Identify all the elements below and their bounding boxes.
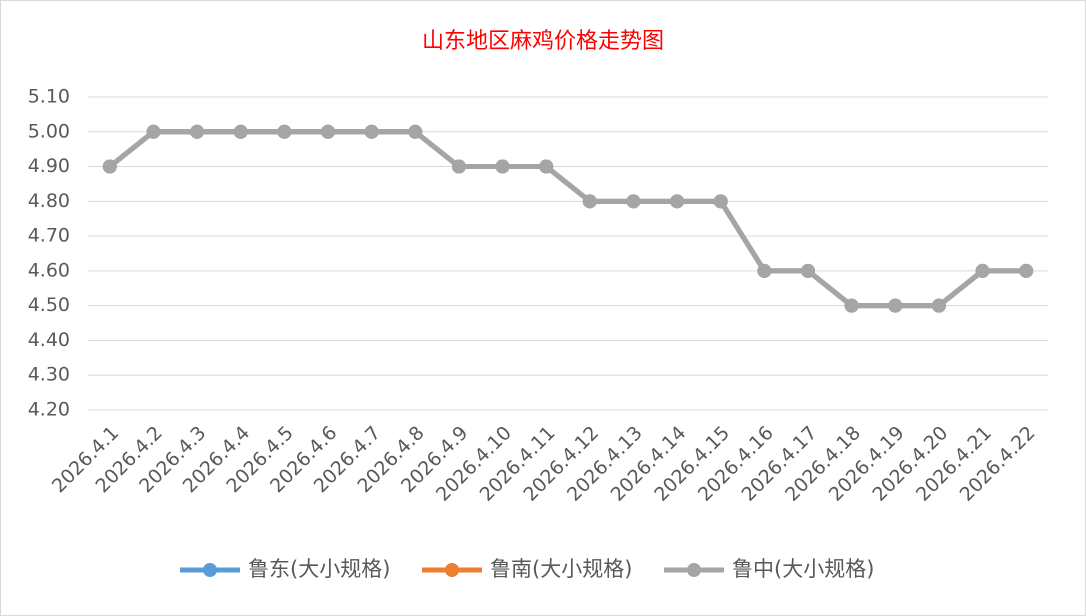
legend-label: 鲁东(大小规格): [248, 557, 390, 581]
legend-label: 鲁中(大小规格): [732, 557, 874, 581]
data-point: [975, 263, 990, 278]
data-point: [190, 124, 205, 139]
legend-label: 鲁南(大小规格): [490, 557, 632, 581]
y-tick-label: 4.80: [28, 190, 70, 212]
legend-marker: [687, 563, 701, 577]
data-point: [539, 159, 554, 174]
data-point: [713, 194, 728, 209]
series-line: [108, 129, 1027, 309]
data-point: [888, 298, 903, 313]
data-point: [931, 298, 946, 313]
data-point: [1019, 263, 1034, 278]
y-tick-label: 4.60: [28, 259, 70, 281]
data-point: [451, 159, 466, 174]
data-point: [844, 298, 859, 313]
legend-item: 鲁东(大小规格): [180, 557, 390, 581]
y-tick-label: 5.10: [28, 86, 70, 108]
legend-marker: [445, 563, 459, 577]
y-tick-label: 4.70: [28, 225, 70, 247]
y-tick-label: 5.00: [28, 120, 70, 142]
legend-item: 鲁南(大小规格): [422, 557, 632, 581]
data-point: [364, 124, 379, 139]
data-point: [626, 194, 641, 209]
data-point: [408, 124, 423, 139]
data-point: [582, 194, 597, 209]
legend-item: 鲁中(大小规格): [664, 557, 874, 581]
data-point: [321, 124, 335, 139]
data-point: [146, 124, 161, 139]
y-tick-label: 4.30: [28, 364, 70, 386]
y-tick-label: 4.40: [28, 329, 70, 351]
y-tick-label: 4.20: [28, 399, 70, 421]
chart-title: 山东地区麻鸡价格走势图: [422, 29, 664, 54]
data-point: [233, 124, 248, 139]
data-point: [757, 263, 772, 278]
legend-marker: [203, 563, 217, 577]
data-point: [102, 159, 117, 174]
data-point: [495, 159, 510, 174]
y-tick-label: 4.90: [28, 155, 70, 177]
data-point: [670, 194, 685, 209]
data-point: [277, 124, 292, 139]
data-point: [801, 263, 815, 278]
y-tick-label: 4.50: [28, 294, 70, 316]
